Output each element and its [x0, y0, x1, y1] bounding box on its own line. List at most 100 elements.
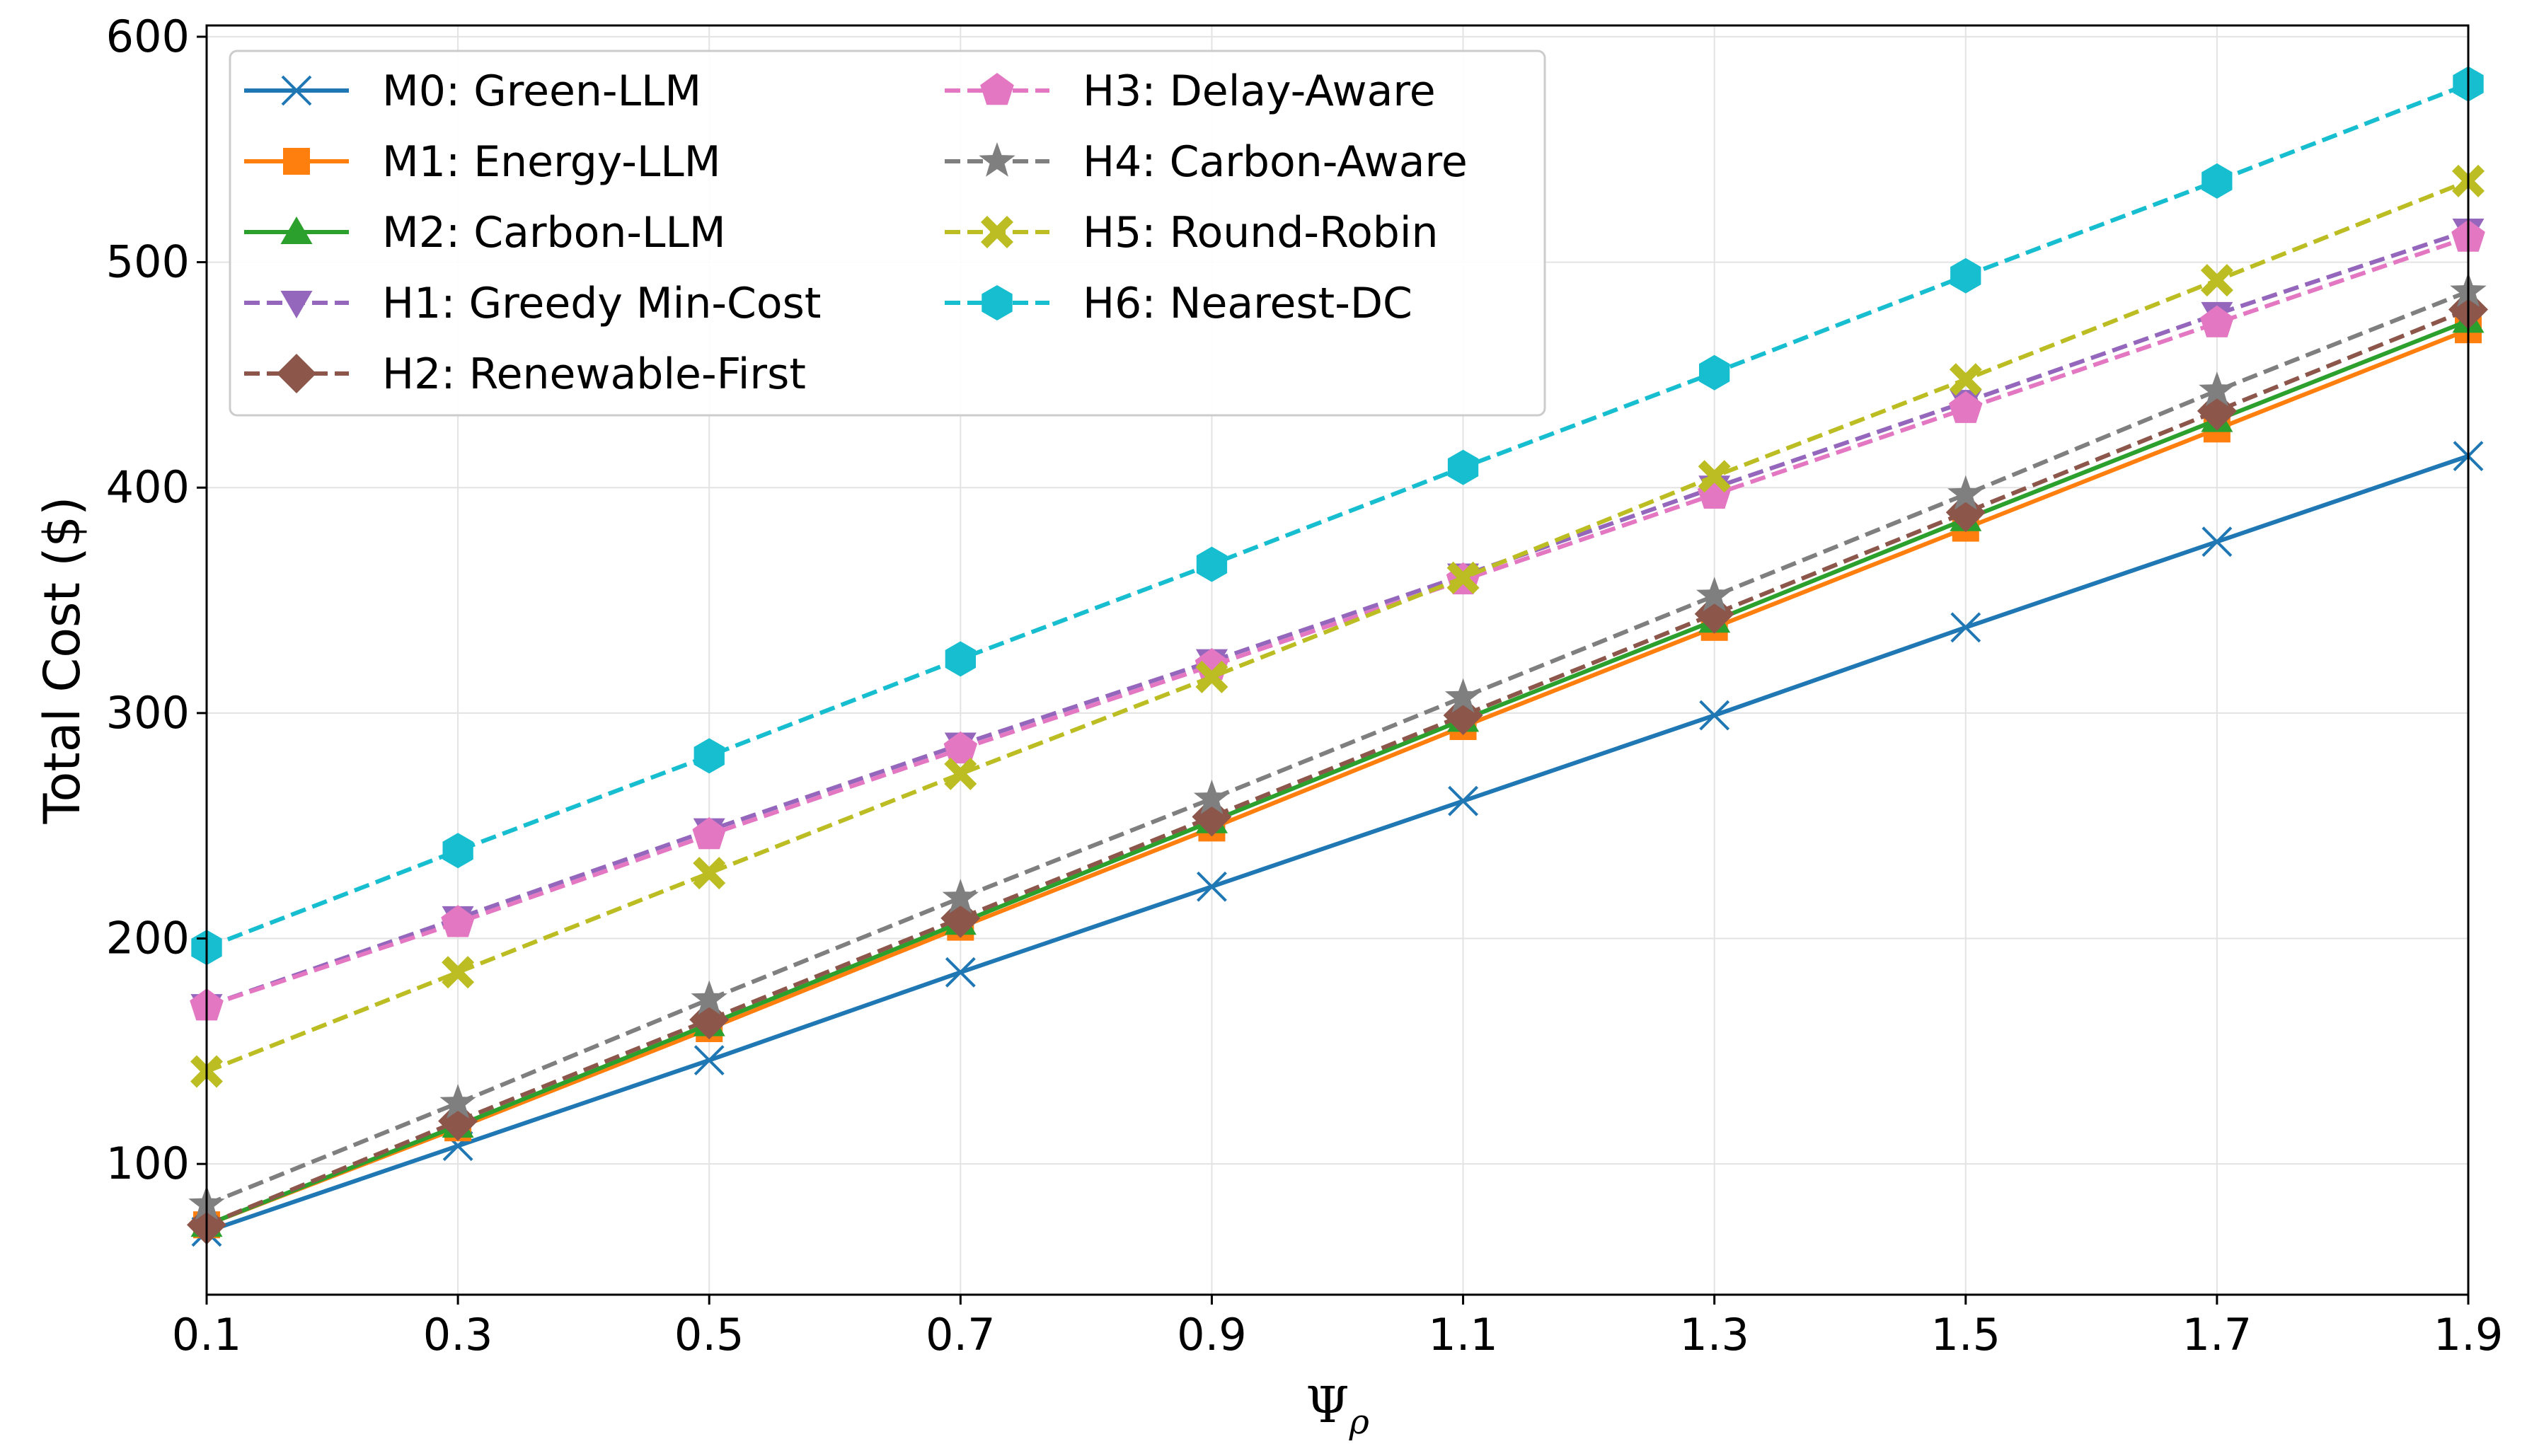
data-point — [1949, 363, 1982, 396]
x-tick-label: 1.1 — [1428, 1309, 1498, 1360]
data-point — [1947, 475, 1984, 510]
data-point — [691, 980, 727, 1015]
legend-marker — [982, 285, 1013, 320]
data-point — [1192, 797, 1232, 837]
x-axis-label: Ψρ — [1306, 1376, 1369, 1442]
data-point — [1950, 258, 1981, 294]
plot-frame — [205, 24, 2470, 1296]
y-tick-label: 100 — [106, 1138, 190, 1189]
x-tick-label: 1.9 — [2434, 1309, 2504, 1360]
data-point — [1446, 561, 1480, 594]
legend-label: M2: Carbon-LLM — [382, 208, 726, 258]
plot-series — [187, 66, 2488, 1247]
legend-label: H2: Renewable-First — [382, 349, 806, 399]
data-point — [1945, 492, 1986, 533]
data-point — [1447, 449, 1479, 485]
series-7 — [190, 164, 2485, 1088]
data-point — [2199, 371, 2235, 407]
x-tick-label: 0.3 — [423, 1309, 493, 1360]
data-point — [1949, 391, 1983, 423]
x-tick-label: 0.9 — [1177, 1309, 1247, 1360]
legend-label: H3: Delay-Aware — [1083, 67, 1436, 116]
data-point — [439, 1084, 476, 1119]
series-line — [205, 82, 2470, 950]
data-point — [1950, 612, 1981, 643]
data-point — [1196, 546, 1228, 582]
data-point — [2201, 163, 2233, 199]
legend-item: M0: Green-LLM — [244, 67, 701, 116]
series-line — [205, 328, 2470, 1227]
data-point — [1444, 678, 1482, 713]
data-point — [2200, 264, 2233, 297]
legend-item: H2: Renewable-First — [244, 349, 806, 399]
legend-item: M1: Energy-LLM — [244, 137, 721, 187]
legend-marker — [281, 75, 312, 106]
data-point — [942, 879, 979, 913]
y-tick-label: 300 — [106, 687, 190, 739]
data-point — [438, 1101, 478, 1141]
legend-marker — [277, 354, 316, 393]
data-point — [441, 905, 475, 937]
data-point — [943, 731, 978, 764]
series-line — [206, 229, 2469, 1008]
legend-marker — [280, 216, 313, 244]
data-point — [442, 956, 475, 989]
legend-item: H1: Greedy Min-Cost — [244, 279, 821, 328]
y-tick-label: 500 — [106, 236, 190, 288]
data-point — [2201, 526, 2233, 557]
series-4 — [187, 289, 2488, 1245]
series-line — [206, 453, 2469, 1234]
series-line — [205, 179, 2470, 1074]
legend-item: H4: Carbon-Aware — [945, 137, 1468, 187]
data-point — [944, 757, 977, 790]
x-tick-label: 1.5 — [1930, 1309, 2001, 1360]
legend-marker — [283, 148, 310, 175]
data-point — [945, 957, 976, 988]
series-line — [205, 318, 2470, 1227]
legend-label: H4: Carbon-Aware — [1083, 137, 1468, 187]
legend-label: H6: Nearest-DC — [1083, 279, 1412, 328]
data-point — [1443, 695, 1483, 736]
x-tick-label: 1.3 — [1679, 1309, 1749, 1360]
legend-item: H5: Round-Robin — [945, 208, 1439, 258]
data-point — [692, 817, 726, 850]
legend-item: H6: Nearest-DC — [945, 279, 1412, 328]
data-point — [1197, 871, 1227, 902]
legend-marker — [980, 73, 1014, 105]
x-axis-label-subscript: ρ — [1349, 1402, 1369, 1442]
data-point — [940, 898, 981, 938]
data-point — [689, 1000, 730, 1040]
legend-label: H5: Round-Robin — [1083, 208, 1439, 258]
legend-box — [229, 50, 1546, 417]
y-tick-label: 600 — [106, 11, 190, 62]
data-point — [1193, 780, 1231, 814]
data-point — [1699, 354, 1730, 391]
y-tick-label: 200 — [106, 913, 190, 964]
legend-marker — [979, 142, 1015, 177]
data-point — [1694, 594, 1734, 634]
legend: M0: Green-LLM M1: Energy-LLM M2: Carbon-LL… — [229, 50, 1546, 417]
legend-marker — [280, 291, 313, 318]
y-tick-label: 400 — [106, 461, 190, 513]
data-point — [1698, 460, 1731, 493]
y-axis-label: Total Cost ($) — [33, 497, 91, 825]
data-point — [2197, 391, 2237, 431]
data-point — [693, 738, 725, 774]
x-axis-label-symbol: Ψ — [1306, 1376, 1349, 1434]
data-point — [2200, 305, 2234, 337]
legend-item: H3: Delay-Aware — [945, 67, 1436, 116]
data-point — [1696, 577, 1733, 611]
legend-label: M0: Green-LLM — [382, 67, 701, 116]
data-point — [693, 857, 726, 890]
data-point — [693, 1045, 725, 1076]
legend-item: M2: Carbon-LLM — [244, 208, 726, 258]
legend-marker — [981, 216, 1013, 248]
legend-label: H1: Greedy Min-Cost — [382, 279, 821, 328]
x-tick-label: 0.7 — [926, 1309, 996, 1360]
data-point — [1195, 660, 1228, 693]
data-point — [945, 641, 976, 677]
data-point — [1448, 785, 1478, 816]
axis-ticks: 0.1 0.3 0.5 0.7 0.9 1.1 1.3 1.5 1.7 1.9 100 200 300 4… — [106, 11, 2504, 1360]
legend-label: M1: Energy-LLM — [382, 137, 721, 187]
x-tick-label: 0.5 — [674, 1309, 744, 1360]
